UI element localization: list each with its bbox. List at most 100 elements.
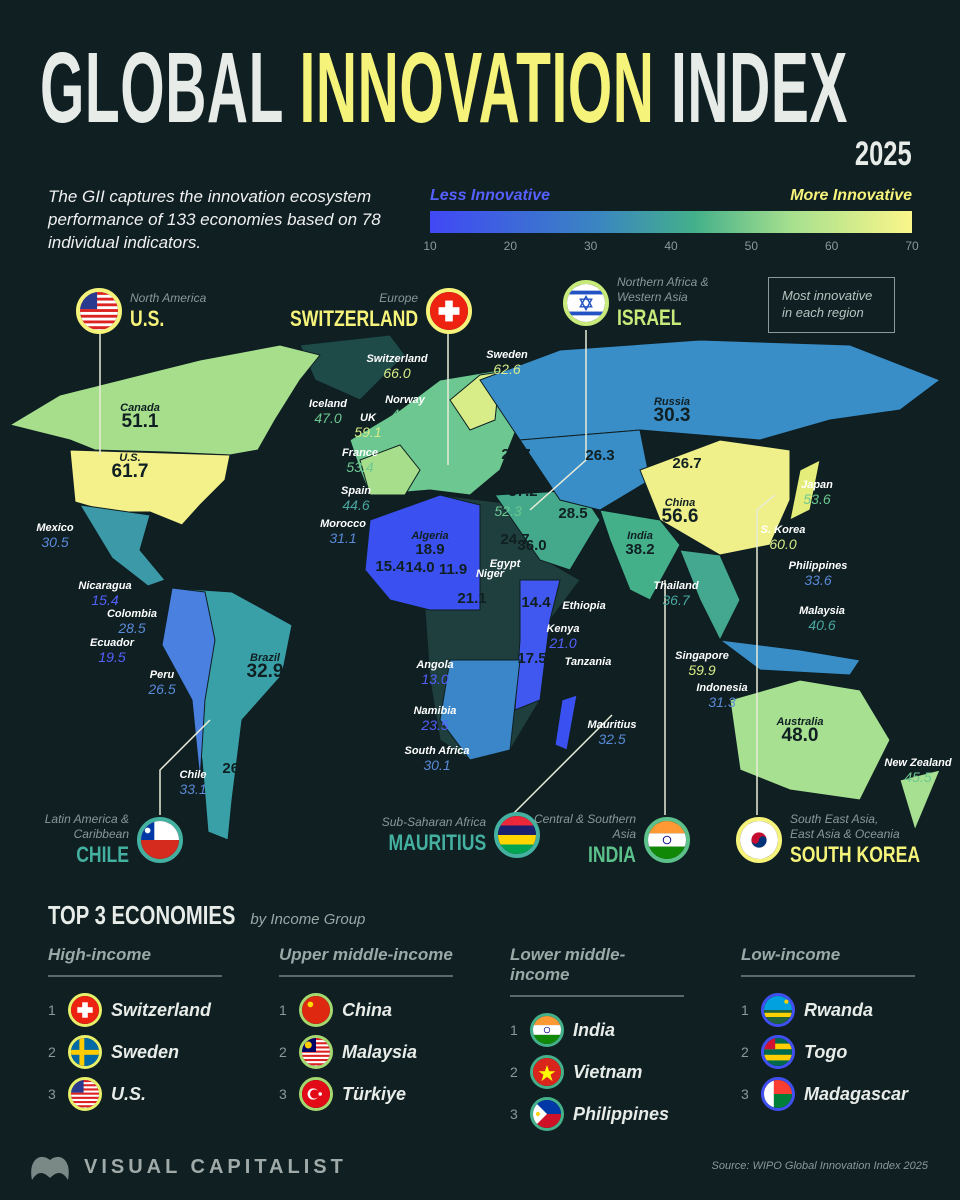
brand-name: VISUAL CAPITALIST — [84, 1155, 347, 1178]
country-name: Niger — [475, 568, 505, 580]
country-name: Ethiopia — [562, 600, 606, 612]
country-score: 36.0 — [517, 537, 547, 554]
legend-gradient-bar — [430, 211, 912, 233]
country-score: 62.6 — [493, 361, 521, 377]
country-name: Sweden — [111, 1041, 180, 1062]
region-se-asia — [679, 549, 741, 642]
source-note: Source: WIPO Global Innovation Index 202… — [711, 1160, 928, 1172]
country-label: Russia 30.3 — [654, 394, 691, 425]
country-name: UK — [360, 412, 376, 424]
ranking-list: 1 China 2 Malaysia 3 Türkiye — [279, 989, 453, 1115]
region-leader-country: SOUTH KOREA — [790, 842, 921, 867]
country-score: 32.9 — [246, 661, 284, 682]
country-score: 53.4 — [346, 459, 374, 475]
country-score: 59.9 — [688, 662, 716, 678]
country-score: 18.9 — [415, 541, 445, 558]
country-label: Japan 53.6 — [801, 477, 833, 506]
country-name: Canada — [120, 402, 160, 414]
region-leader-kr: South East Asia, East Asia & Oceania SOUT… — [736, 812, 953, 868]
ranking-row: 1 Rwanda — [741, 989, 915, 1031]
country-label: 26.8 — [222, 761, 251, 776]
country-score: 11.9 — [438, 561, 468, 578]
country-score: 30.5 — [41, 534, 69, 550]
region-russia — [479, 339, 942, 441]
tg-flag-icon — [761, 1035, 795, 1069]
leader-line-israel — [529, 330, 587, 511]
country-name: Peru — [149, 669, 175, 681]
country-name: S. Korea — [760, 524, 806, 536]
ranking-row: 2 Sweden — [48, 1031, 222, 1073]
legend-tick: 20 — [503, 239, 518, 253]
country-name: India — [627, 530, 653, 542]
income-group-column: Upper middle-income 1 China 2 Malaysia 3 Türki… — [279, 945, 453, 1115]
ph-flag-icon — [530, 1097, 564, 1131]
country-label: 26.7 — [672, 456, 701, 471]
country-name: Tanzania — [564, 656, 612, 668]
region-africa-north — [364, 494, 481, 611]
country-score: 29.7 — [501, 446, 531, 463]
country-label: Algeria 18.9 — [411, 528, 448, 557]
country-name: Egypt — [489, 558, 521, 570]
country-score: 21.0 — [549, 635, 577, 651]
country-name: South Africa — [404, 745, 470, 757]
country-score: 66.0 — [383, 365, 411, 381]
rw-flag-icon — [761, 993, 795, 1027]
country-label: Brazil 32.9 — [246, 650, 284, 682]
country-label: Iceland 47.0 — [309, 396, 347, 425]
region-new-zealand — [899, 769, 941, 832]
income-group-label: High-income — [48, 945, 222, 977]
country-name: Nicaragua — [78, 580, 132, 592]
title-part: INDEX — [670, 32, 849, 144]
country-label: Spain 44.6 — [341, 483, 371, 512]
income-group-column: Lower middle-income 1 India 2 Vietnam 3 Philip… — [510, 945, 684, 1135]
country-score: 48.0 — [781, 725, 819, 746]
region-name: Northern Africa & Western Asia — [617, 275, 709, 304]
cl-flag-icon — [137, 817, 183, 863]
country-label: Peru 26.5 — [148, 667, 175, 696]
tr-flag-icon — [299, 1077, 333, 1111]
country-name: Malaysia — [799, 605, 845, 617]
country-score: 40.6 — [808, 617, 836, 633]
country-name: Malaysia — [342, 1041, 418, 1062]
intro-text: The GII captures the innovation ecosyste… — [48, 187, 381, 252]
country-name: Singapore — [675, 650, 729, 662]
region-leader-country: INDIA — [588, 842, 636, 867]
region-andes — [161, 587, 216, 781]
region-name: Europe — [379, 290, 418, 305]
region-leader-country: MAURITIUS — [388, 829, 486, 855]
region-leader-country: CHILE — [76, 842, 129, 867]
region-indonesia — [718, 639, 861, 676]
country-name: Türkiye — [342, 1083, 407, 1104]
region-india — [599, 509, 681, 601]
leader-line-south-korea — [756, 494, 776, 815]
country-score: 51.1 — [121, 411, 159, 432]
rank: 2 — [279, 1044, 287, 1060]
region-central-america — [79, 504, 166, 587]
country-label: Ethiopia — [562, 598, 605, 613]
country-label: China 56.6 — [661, 495, 699, 527]
legend-tick: 70 — [905, 239, 919, 253]
region-leader-text: Central & Southern Asia INDIA — [526, 812, 636, 868]
country-score: 21.1 — [457, 590, 487, 607]
ranking-row: 2 Vietnam — [510, 1051, 684, 1093]
country-label: Mexico 30.5 — [36, 520, 73, 549]
us-flag-icon — [76, 288, 122, 334]
country-name: Thailand — [653, 580, 699, 592]
country-score: 26.3 — [585, 447, 615, 464]
country-score: 56.6 — [661, 506, 699, 527]
rank: 2 — [510, 1064, 518, 1080]
country-label: South Africa 30.1 — [405, 743, 470, 772]
region-southern-africa — [439, 659, 521, 761]
country-label: 11.9 — [438, 561, 468, 578]
cn-flag-icon — [299, 993, 333, 1027]
region-leader-ch: Europe SWITZERLAND — [258, 288, 472, 334]
region-canada — [8, 344, 321, 456]
country-score: 28.5 — [118, 620, 146, 636]
country-score: 32.5 — [598, 731, 626, 747]
country-label: Canada 51.1 — [120, 400, 160, 432]
region-name: North America — [130, 290, 207, 305]
country-name: U.S. — [119, 452, 141, 464]
ch-flag-icon — [68, 993, 102, 1027]
top3-heading: TOP 3 ECONOMIES by Income Group — [48, 900, 365, 931]
country-label: 36.0 — [517, 537, 547, 554]
